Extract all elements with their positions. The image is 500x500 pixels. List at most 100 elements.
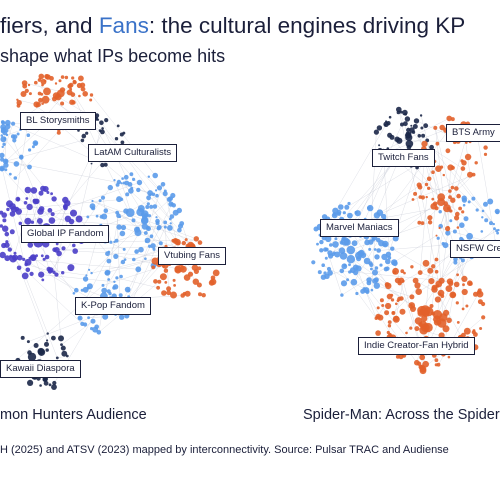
network-node [356,256,362,262]
network-node [420,221,425,226]
network-node [27,242,34,248]
network-edge [341,235,437,296]
network-node [184,238,188,242]
network-node [67,264,75,272]
network-node [155,216,158,219]
network-node [423,322,433,333]
network-node [26,203,33,211]
network-node [90,271,93,275]
network-node [446,278,453,285]
network-node [119,274,123,279]
network-node [455,211,460,217]
network-node [105,251,110,257]
network-edge [121,183,193,247]
network-node [143,231,148,235]
network-node [125,192,130,197]
network-node [325,235,332,243]
network-node [481,301,486,307]
network-node [392,235,399,242]
network-node [437,289,445,297]
network-edge [133,241,178,260]
network-node [198,292,202,297]
network-node [404,112,407,116]
network-node [29,271,34,276]
network-node [169,214,175,219]
network-node [60,343,63,346]
network-node [123,208,129,214]
network-edge [104,215,150,291]
network-node [116,124,120,128]
network-node [426,176,432,182]
network-node [156,226,161,231]
network-node [321,214,328,220]
network-node [450,165,455,170]
network-node [141,217,149,225]
network-node [45,348,49,352]
network-node [146,226,150,230]
network-node [163,268,169,273]
network-node [158,241,163,246]
network-node [386,121,391,126]
network-node [421,133,426,138]
network-node [156,185,163,191]
network-edge [376,285,412,298]
network-node [101,213,108,220]
network-node [40,185,46,192]
network-node [89,203,96,210]
network-node [475,208,479,212]
network-node [462,283,465,287]
network-node [373,248,377,251]
network-node [437,198,446,207]
network-node [456,273,459,277]
network-node [113,253,119,259]
network-node [411,198,415,201]
network-node [473,332,478,337]
network-node [329,243,333,247]
network-edge [6,234,48,341]
network-edge [128,220,158,297]
network-node [436,362,441,367]
network-node [114,238,119,243]
network-node [100,195,106,200]
cluster-label-latam-culturalists: LatAM Culturalists [88,144,178,162]
network-node [392,267,399,275]
network-node [120,182,123,185]
network-node [196,282,202,288]
network-node [48,267,54,273]
network-edge [353,124,403,231]
network-node [108,291,112,296]
network-node [98,199,102,203]
network-node [160,182,166,187]
network-node [383,242,388,247]
network-node [460,159,464,163]
network-node [427,215,433,221]
network-node [479,327,483,330]
network-node [347,201,351,206]
network-node [147,214,152,218]
network-node [370,288,374,292]
network-node [41,83,44,87]
network-node [161,290,167,296]
network-edge [13,117,29,210]
network-node [467,200,471,204]
network-node [11,121,16,126]
network-node [360,288,366,294]
network-node [413,118,420,124]
network-node [346,278,350,282]
network-node [149,204,154,209]
network-node [120,224,127,231]
network-node [379,298,384,303]
cluster-label-vtubing-fans: Vtubing Fans [158,247,226,265]
network-node [413,191,418,196]
network-node [86,286,90,290]
network-node [445,230,451,236]
network-node [26,340,30,344]
network-node [443,201,449,206]
network-node [427,267,434,274]
network-node [6,200,13,208]
network-node [373,212,381,219]
network-node [162,191,168,197]
network-node [429,144,434,150]
network-node [116,213,121,218]
network-node [25,197,29,200]
